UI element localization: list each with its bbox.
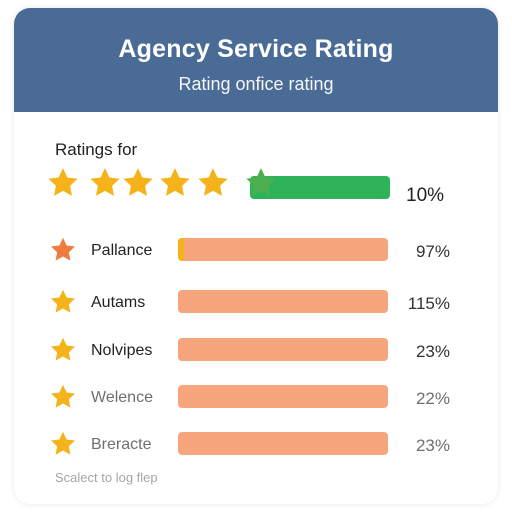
rating-bar (178, 432, 388, 455)
rating-row[interactable]: Welence 22% (14, 377, 498, 417)
rating-star-icon[interactable] (196, 166, 230, 200)
page-title: Agency Service Rating (118, 35, 394, 63)
rating-star-icon[interactable] (121, 166, 155, 200)
top-rating-percent: 10% (406, 185, 445, 206)
page-subtitle: Rating onfice rating (178, 74, 334, 94)
rating-row[interactable]: Autams 115% (14, 282, 498, 322)
row-label: Nolvipes (91, 342, 153, 359)
row-label: Welence (91, 389, 153, 406)
rating-star-icon[interactable] (88, 166, 122, 200)
star-icon (49, 336, 77, 364)
row-percent: 23% (415, 436, 450, 455)
star-icon (49, 430, 77, 458)
rating-bar (178, 238, 388, 261)
row-label: Breracte (91, 436, 152, 453)
rating-row[interactable]: Breracte 23% (14, 424, 498, 464)
rating-bar (178, 385, 388, 408)
card-header: Agency Service Rating Rating onfice rati… (14, 8, 498, 112)
row-percent: 22% (415, 389, 450, 408)
rating-card: Agency Service Rating Rating onfice rati… (14, 8, 498, 504)
top-star-rating[interactable] (46, 166, 286, 206)
top-rating-bar (250, 176, 390, 199)
star-icon (49, 236, 77, 264)
rating-bar (178, 290, 388, 313)
row-percent: 97% (415, 242, 450, 261)
footer-hint[interactable]: Scalect to log flep (55, 470, 158, 485)
rating-bar (178, 338, 388, 361)
rating-star-icon[interactable] (158, 166, 192, 200)
section-label: Ratings for (55, 140, 138, 159)
row-percent: 23% (415, 342, 450, 361)
rating-bar-fill (178, 238, 185, 261)
rating-row[interactable]: Nolvipes 23% (14, 330, 498, 370)
star-icon (49, 383, 77, 411)
rating-row[interactable]: Pallance 97% (14, 230, 498, 270)
rating-star-icon[interactable] (244, 166, 278, 200)
rating-star-icon[interactable] (46, 166, 80, 200)
row-label: Pallance (91, 242, 153, 259)
row-label: Autams (91, 294, 146, 311)
star-icon (49, 288, 77, 316)
row-percent: 115% (407, 294, 450, 313)
